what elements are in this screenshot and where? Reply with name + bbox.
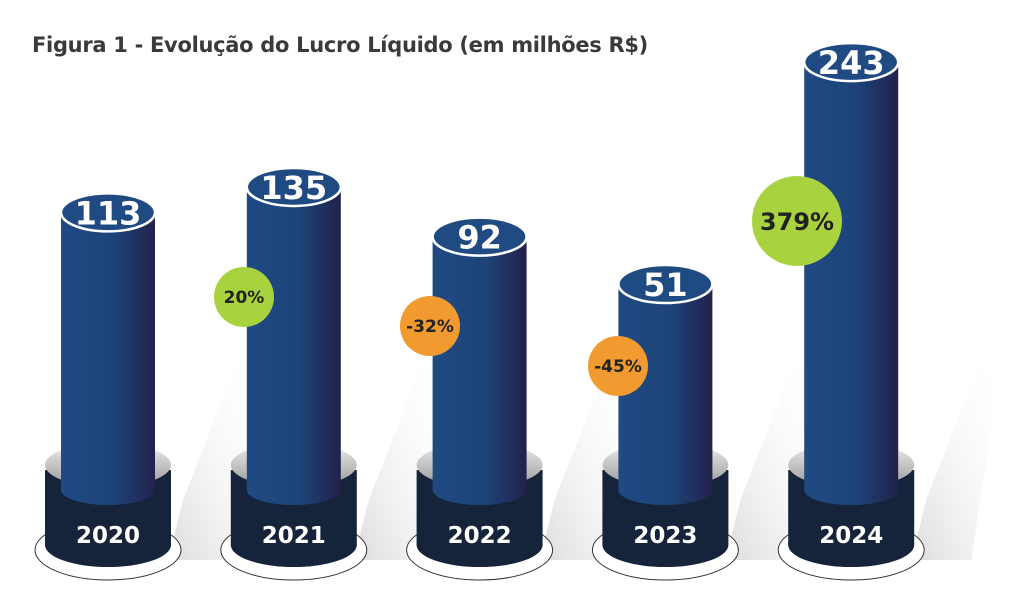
base-bottom: [230, 523, 357, 567]
change-badge: [400, 296, 460, 356]
bar-bottom: [804, 475, 899, 505]
bar-group-2020: 113 2020: [34, 192, 258, 581]
bar-group-2023: 51 2023 -45%: [588, 263, 816, 581]
value-label: 135: [260, 169, 327, 207]
change-badge: [214, 267, 274, 327]
bar-top: [245, 166, 343, 208]
change-badge: [752, 176, 842, 266]
value-label: 113: [75, 194, 142, 232]
base-bottom: [45, 523, 171, 567]
change-label: 379%: [760, 208, 834, 236]
change-label: 20%: [224, 288, 265, 308]
bar-bottom: [618, 475, 713, 505]
bar-bottom: [246, 475, 341, 505]
bar-shadow: [911, 360, 1002, 560]
base-bottom: [788, 523, 915, 567]
bar: [61, 212, 155, 490]
year-label: 2024: [819, 523, 883, 549]
bar: [432, 236, 527, 490]
change-label: -32%: [406, 317, 454, 337]
change-badge: [588, 336, 648, 396]
base-bottom: [416, 523, 543, 567]
bar-bottom: [61, 475, 155, 505]
value-label: 243: [818, 44, 885, 82]
year-label: 2021: [262, 523, 326, 549]
bar-bottom: [432, 475, 527, 505]
value-label: 92: [457, 219, 502, 257]
bar-top: [59, 192, 157, 233]
year-label: 2020: [76, 523, 140, 549]
year-label: 2022: [448, 523, 512, 549]
base-bottom: [602, 523, 729, 567]
bar-group-2024: 243 2024 379%: [752, 41, 1002, 581]
value-label: 51: [643, 266, 688, 304]
bar: [246, 186, 341, 490]
bar-top: [617, 263, 714, 305]
year-label: 2023: [633, 523, 697, 549]
change-label: -45%: [594, 357, 642, 377]
bar-top: [431, 216, 528, 257]
bar-top: [802, 41, 900, 83]
bar-group-2021: 135 2021 20%: [214, 166, 444, 581]
chart-title: Figura 1 - Evolução do Lucro Líquido (em…: [32, 33, 648, 57]
bar-group-2022: 92 2022 -32%: [400, 216, 630, 581]
bar: [804, 62, 899, 490]
